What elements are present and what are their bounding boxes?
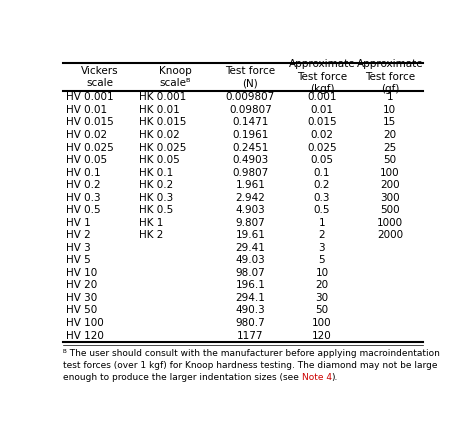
- Text: 3: 3: [319, 243, 325, 253]
- Text: HV 3: HV 3: [66, 243, 91, 253]
- Text: HV 0.05: HV 0.05: [66, 155, 107, 165]
- Text: 25: 25: [383, 142, 396, 153]
- Text: 120: 120: [312, 330, 332, 340]
- Text: test forces (over 1 kgf) for Knoop hardness testing. The diamond may not be larg: test forces (over 1 kgf) for Knoop hardn…: [63, 361, 438, 370]
- Text: 294.1: 294.1: [235, 293, 265, 303]
- Text: 4.903: 4.903: [236, 205, 265, 215]
- Text: 1: 1: [319, 218, 325, 228]
- Text: HV 1: HV 1: [66, 218, 91, 228]
- Text: 2000: 2000: [377, 230, 403, 240]
- Text: 100: 100: [380, 168, 400, 177]
- Text: 0.1: 0.1: [314, 168, 330, 177]
- Text: 0.015: 0.015: [307, 118, 337, 128]
- Text: HV 5: HV 5: [66, 255, 91, 265]
- Text: 490.3: 490.3: [236, 305, 265, 316]
- Text: ᴮ The user should consult with the manufacturer before applying macroindentation: ᴮ The user should consult with the manuf…: [63, 349, 440, 357]
- Text: 980.7: 980.7: [236, 318, 265, 328]
- Text: 500: 500: [380, 205, 400, 215]
- Text: 300: 300: [380, 193, 400, 203]
- Text: 200: 200: [380, 180, 400, 190]
- Text: HK 1: HK 1: [139, 218, 164, 228]
- Text: 2.942: 2.942: [235, 193, 265, 203]
- Text: 50: 50: [315, 305, 328, 316]
- Text: HK 0.02: HK 0.02: [139, 130, 180, 140]
- Text: 1.961: 1.961: [235, 180, 265, 190]
- Text: Vickers
scale: Vickers scale: [81, 66, 118, 88]
- Text: 10: 10: [315, 268, 328, 278]
- Text: HV 100: HV 100: [66, 318, 104, 328]
- Text: HV 50: HV 50: [66, 305, 97, 316]
- Text: 0.9807: 0.9807: [232, 168, 268, 177]
- Text: HK 0.025: HK 0.025: [139, 142, 187, 153]
- Text: enough to produce the larger indentation sizes (see: enough to produce the larger indentation…: [63, 373, 301, 382]
- Text: 0.02: 0.02: [310, 130, 333, 140]
- Text: 1: 1: [387, 92, 393, 102]
- Text: HV 20: HV 20: [66, 281, 97, 291]
- Text: 0.009807: 0.009807: [226, 92, 275, 102]
- Text: HV 0.3: HV 0.3: [66, 193, 100, 203]
- Text: HV 2: HV 2: [66, 230, 91, 240]
- Text: 98.07: 98.07: [236, 268, 265, 278]
- Text: HV 0.02: HV 0.02: [66, 130, 107, 140]
- Text: HV 120: HV 120: [66, 330, 104, 340]
- Text: HK 0.015: HK 0.015: [139, 118, 187, 128]
- Text: 49.03: 49.03: [236, 255, 265, 265]
- Text: Knoop
scaleᴮ: Knoop scaleᴮ: [159, 66, 191, 88]
- Text: 10: 10: [383, 105, 396, 115]
- Text: Test force
(N): Test force (N): [225, 66, 275, 88]
- Text: HV 0.5: HV 0.5: [66, 205, 100, 215]
- Text: HV 0.001: HV 0.001: [66, 92, 113, 102]
- Text: HV 30: HV 30: [66, 293, 97, 303]
- Text: 29.41: 29.41: [235, 243, 265, 253]
- Text: 1177: 1177: [237, 330, 264, 340]
- Text: HK 0.2: HK 0.2: [139, 180, 173, 190]
- Text: 0.01: 0.01: [310, 105, 333, 115]
- Text: HV 0.025: HV 0.025: [66, 142, 114, 153]
- Text: 0.1471: 0.1471: [232, 118, 268, 128]
- Text: HK 2: HK 2: [139, 230, 164, 240]
- Text: 0.2451: 0.2451: [232, 142, 268, 153]
- Text: HK 0.5: HK 0.5: [139, 205, 173, 215]
- Text: 0.4903: 0.4903: [232, 155, 268, 165]
- Text: Note 4: Note 4: [301, 373, 332, 382]
- Text: 100: 100: [312, 318, 332, 328]
- Text: 196.1: 196.1: [235, 281, 265, 291]
- Text: 50: 50: [383, 155, 396, 165]
- Text: HV 0.015: HV 0.015: [66, 118, 114, 128]
- Text: 0.025: 0.025: [307, 142, 337, 153]
- Text: HV 0.2: HV 0.2: [66, 180, 100, 190]
- Text: Approximate
Test force
(gf): Approximate Test force (gf): [356, 59, 423, 94]
- Text: HV 10: HV 10: [66, 268, 97, 278]
- Text: 0.2: 0.2: [314, 180, 330, 190]
- Text: HK 0.1: HK 0.1: [139, 168, 173, 177]
- Text: 0.1961: 0.1961: [232, 130, 268, 140]
- Text: 1000: 1000: [377, 218, 403, 228]
- Text: 0.09807: 0.09807: [229, 105, 272, 115]
- Text: 0.3: 0.3: [314, 193, 330, 203]
- Text: 0.001: 0.001: [307, 92, 337, 102]
- Text: HK 0.3: HK 0.3: [139, 193, 173, 203]
- Text: 9.807: 9.807: [236, 218, 265, 228]
- Text: 0.05: 0.05: [310, 155, 333, 165]
- Text: HK 0.05: HK 0.05: [139, 155, 180, 165]
- Text: 15: 15: [383, 118, 396, 128]
- Text: 20: 20: [383, 130, 396, 140]
- Text: HK 0.01: HK 0.01: [139, 105, 180, 115]
- Text: 0.5: 0.5: [314, 205, 330, 215]
- Text: HV 0.1: HV 0.1: [66, 168, 100, 177]
- Text: 2: 2: [319, 230, 325, 240]
- Text: Approximate
Test force
(kgf): Approximate Test force (kgf): [289, 59, 355, 94]
- Text: HV 0.01: HV 0.01: [66, 105, 107, 115]
- Text: ).: ).: [332, 373, 338, 382]
- Text: 30: 30: [315, 293, 328, 303]
- Text: 19.61: 19.61: [235, 230, 265, 240]
- Text: HK 0.001: HK 0.001: [139, 92, 187, 102]
- Text: 5: 5: [319, 255, 325, 265]
- Text: 20: 20: [315, 281, 328, 291]
